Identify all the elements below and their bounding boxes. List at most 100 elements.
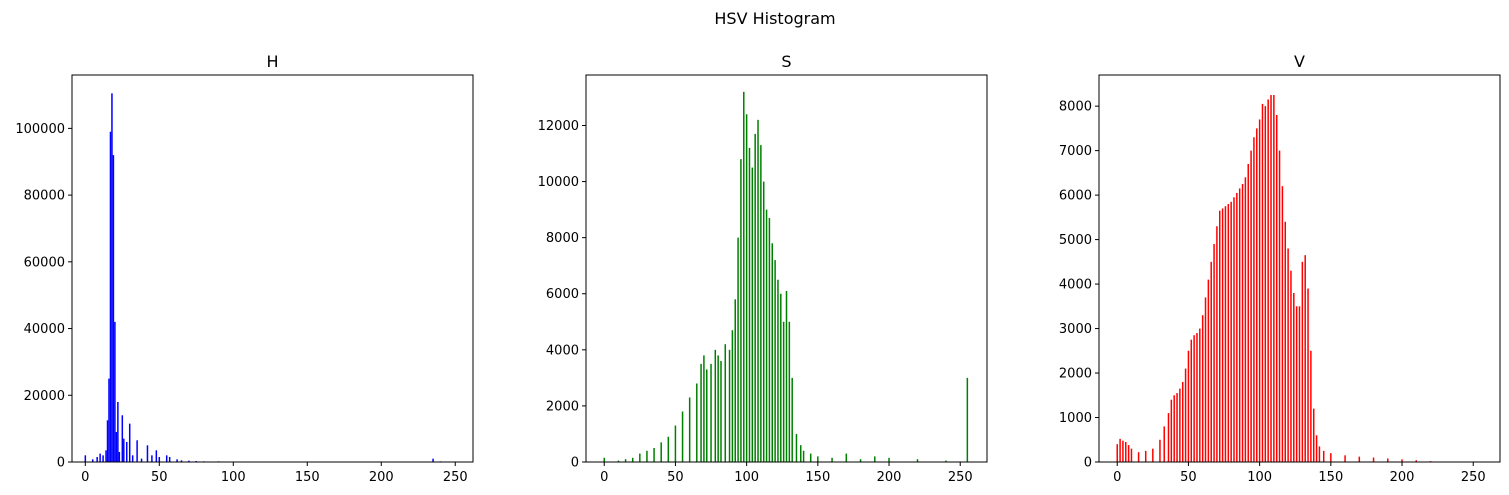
bar <box>1216 226 1218 462</box>
y-tick-label: 2000 <box>1059 367 1092 382</box>
bar <box>115 431 118 462</box>
bar <box>740 159 742 462</box>
bar <box>788 321 791 462</box>
x-tick-label: 100 <box>734 470 759 485</box>
bar <box>802 450 805 462</box>
axes-layer: H0 50 100 150 200 250020000400006000080000100… <box>15 52 1501 485</box>
bar <box>1116 444 1118 462</box>
bar <box>631 457 634 462</box>
bar <box>1190 339 1193 462</box>
bar <box>1278 150 1281 462</box>
bar <box>1181 381 1184 462</box>
bar <box>782 321 785 462</box>
y-tick-label: 3000 <box>1059 322 1092 337</box>
y-tick-label: 80000 <box>24 189 65 204</box>
x-tick-label: 200 <box>877 470 902 485</box>
y-tick-label: 6000 <box>546 287 579 302</box>
bar <box>703 355 705 462</box>
bar <box>1219 210 1221 462</box>
bars <box>1116 95 1460 463</box>
bar <box>155 450 158 462</box>
bar <box>1372 457 1375 462</box>
y-tick-label: 5000 <box>1059 233 1092 248</box>
x-tick-label: 50 <box>1180 470 1197 485</box>
bar <box>99 453 101 462</box>
bar <box>1301 261 1304 462</box>
subplot-v: V 0 50 100 150 200 250 0 1000 2000 3000 4000 5000 600… <box>1059 52 1501 485</box>
bar <box>717 355 719 462</box>
bar <box>720 361 722 462</box>
bar <box>845 453 848 462</box>
y-tick-label: 0 <box>1084 456 1092 471</box>
bar <box>667 436 670 462</box>
bar <box>1179 388 1181 462</box>
bar <box>1210 261 1212 462</box>
bar <box>1238 188 1241 462</box>
bar <box>1125 441 1127 462</box>
bar <box>1221 208 1224 462</box>
bar <box>1330 453 1332 462</box>
bar <box>774 260 776 462</box>
bar <box>799 445 802 462</box>
y-tick-label: 4000 <box>1059 278 1092 293</box>
bar <box>102 455 104 462</box>
y-tick-label: 4000 <box>546 343 579 358</box>
bar <box>1358 456 1361 462</box>
bar <box>859 459 862 462</box>
bar <box>745 114 748 462</box>
bar <box>1144 450 1147 462</box>
x-tick-label: 150 <box>295 470 320 485</box>
bar <box>1253 137 1255 462</box>
bar <box>795 433 798 462</box>
y-tick-label: 12000 <box>538 119 579 134</box>
bar <box>1298 306 1301 462</box>
bar <box>1213 244 1215 462</box>
bar <box>714 349 717 462</box>
bar <box>771 243 774 462</box>
bar <box>751 167 754 463</box>
bar <box>128 423 131 462</box>
bar <box>688 397 691 462</box>
y-tick-label: 6000 <box>1059 189 1092 204</box>
bar <box>1293 292 1295 462</box>
bars <box>603 91 969 463</box>
bar <box>118 451 121 462</box>
bar <box>168 457 171 462</box>
bar <box>121 415 124 462</box>
bar <box>1233 197 1235 462</box>
x-tick-label: 200 <box>1390 470 1415 485</box>
bar <box>180 460 183 462</box>
bar <box>1207 279 1210 462</box>
bar <box>1318 446 1321 462</box>
subplot-title: S <box>781 52 791 71</box>
bar <box>757 119 759 463</box>
bar <box>1130 448 1133 462</box>
bar <box>111 93 113 462</box>
bar <box>660 442 662 462</box>
y-tick-label: 7000 <box>1059 144 1092 159</box>
bar <box>743 91 745 462</box>
bar <box>1275 115 1278 462</box>
bar <box>817 456 819 462</box>
bar <box>112 155 115 462</box>
x-tick-label: 250 <box>443 470 468 485</box>
x-tick-label: 150 <box>1318 470 1343 485</box>
bar <box>1387 458 1389 462</box>
x-tick-label: 0 <box>600 470 608 485</box>
bar <box>105 450 107 462</box>
bar <box>724 344 727 462</box>
bar <box>1310 350 1312 462</box>
bar <box>945 460 947 462</box>
x-tick-label: 0 <box>1113 470 1121 485</box>
bar <box>1159 439 1161 462</box>
x-tick-label: 50 <box>667 470 684 485</box>
y-tick-label: 10000 <box>538 175 579 190</box>
bar <box>777 279 779 462</box>
bar <box>146 445 149 462</box>
y-tick-label: 100000 <box>15 122 65 137</box>
bar <box>1244 177 1247 462</box>
subplot-h: H 0 50 100 150 200 250 0 20000 40000 60000 80000 100… <box>15 52 474 485</box>
bar <box>624 459 627 462</box>
bar <box>1204 297 1207 462</box>
